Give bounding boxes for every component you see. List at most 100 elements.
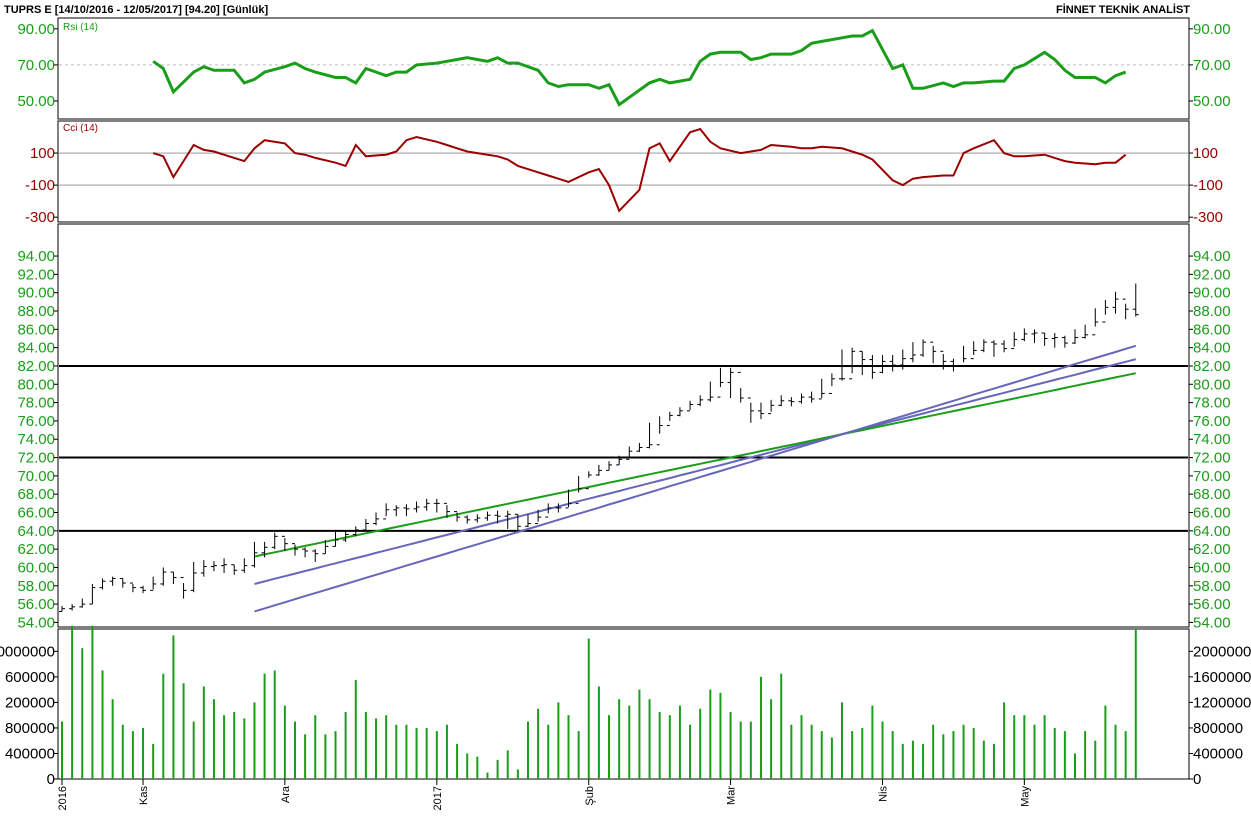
- price-ytick-left: 56.00: [17, 596, 55, 613]
- price-panel: [57, 223, 1190, 628]
- price-ytick-right: 64.00: [1193, 523, 1231, 540]
- volume-bar: [476, 756, 479, 779]
- ohlc-bar: [646, 422, 653, 449]
- ohlc-bar: [1051, 332, 1058, 348]
- ohlc-bar: [798, 393, 805, 404]
- volume-bar: [364, 711, 367, 779]
- volume-bar: [233, 711, 236, 779]
- cci-title: Cci (14): [63, 123, 98, 134]
- volume-ytick-right: 400000: [1193, 745, 1243, 762]
- volume-ytick-right: 1600000: [1193, 669, 1251, 686]
- volume-bar: [445, 724, 448, 779]
- volume-bar: [1053, 727, 1056, 779]
- ohlc-bar: [920, 339, 927, 357]
- volume-bar: [131, 731, 134, 779]
- volume-bar: [526, 721, 529, 779]
- volume-bar: [1033, 724, 1036, 779]
- price-ytick-left: 90.00: [17, 285, 55, 302]
- price-ytick-right: 58.00: [1193, 578, 1231, 595]
- volume-ytick-right: 2000000: [1193, 643, 1251, 660]
- price-ytick-right: 70.00: [1193, 468, 1231, 485]
- price-ytick-left: 84.00: [17, 340, 55, 357]
- volume-ytick-right: 800000: [1193, 720, 1243, 737]
- volume-bar: [618, 699, 621, 779]
- price-ytick-left: 62.00: [17, 541, 55, 558]
- volume-bar: [628, 705, 631, 779]
- x-tick-label: Mar: [726, 786, 738, 805]
- volume-bar: [689, 724, 692, 779]
- rsi-ytick-left: 90.00: [17, 21, 55, 38]
- volume-bar: [1094, 740, 1097, 779]
- ohlc-bar: [474, 514, 481, 523]
- ohlc-bar: [990, 340, 997, 357]
- ohlc-bar: [676, 407, 683, 417]
- volume-bar: [1063, 731, 1066, 779]
- ohlc-bar: [210, 561, 217, 572]
- volume-bar: [243, 718, 246, 779]
- ohlc-bar: [200, 560, 207, 577]
- ohlc-bar: [839, 349, 846, 381]
- ohlc-bar: [1021, 328, 1028, 342]
- volume-bar: [81, 648, 84, 779]
- ohlc-bar: [687, 400, 694, 412]
- ohlc-bar: [251, 541, 258, 568]
- volume-panel: [57, 628, 1190, 780]
- volume-bar: [952, 731, 955, 779]
- volume-bar: [1124, 731, 1127, 779]
- price-ytick-right: 78.00: [1193, 395, 1231, 412]
- price-ytick-right: 80.00: [1193, 376, 1231, 393]
- volume-bar: [61, 721, 63, 779]
- price-ytick-left: 66.00: [17, 505, 55, 522]
- axis-labels: 90.00 90.00 70.00 70.00 50.00 50.00 100 100 -100…: [0, 21, 1251, 811]
- volume-bar: [121, 724, 124, 779]
- volume-bar: [466, 753, 469, 779]
- ohlc-bar: [281, 535, 288, 551]
- price-ytick-right: 90.00: [1193, 285, 1231, 302]
- volume-bar: [152, 743, 155, 779]
- volume-bar: [506, 750, 509, 779]
- ohlc-bar: [170, 571, 177, 584]
- ohlc-bar: [332, 530, 339, 547]
- volume-bar: [719, 692, 722, 779]
- ohlc-bar: [403, 504, 410, 517]
- volume-bar: [678, 705, 681, 779]
- ohlc-bar: [818, 378, 825, 400]
- volume-bar: [212, 699, 215, 779]
- volume-bar: [861, 727, 864, 779]
- ohlc-bar: [849, 347, 856, 380]
- volume-bar: [851, 731, 854, 779]
- volume-bar: [587, 638, 590, 779]
- ohlc-bar: [950, 358, 957, 372]
- volume-bar: [344, 711, 347, 779]
- price-ytick-left: 54.00: [17, 614, 55, 631]
- ohlc-bar: [514, 513, 521, 531]
- ohlc-bar: [160, 567, 167, 586]
- volume-bar: [293, 721, 296, 779]
- ohlc-bar: [271, 532, 278, 550]
- ohlc-bar: [413, 501, 420, 513]
- price-ytick-right: 66.00: [1193, 505, 1231, 522]
- volume-bar: [516, 769, 519, 779]
- volume-bar: [537, 708, 540, 779]
- price-ytick-left: 82.00: [17, 358, 55, 375]
- ohlc-bar: [352, 526, 359, 537]
- ohlc-bar: [960, 345, 967, 367]
- volume-bar: [830, 737, 833, 779]
- ohlc-bar: [342, 530, 349, 542]
- price-ytick-right: 62.00: [1193, 541, 1231, 558]
- ohlc-bar: [1001, 340, 1008, 353]
- cci-ytick-right: -300: [1193, 209, 1223, 226]
- ohlc-bar: [433, 498, 440, 513]
- ohlc-bar: [302, 547, 309, 558]
- volume-bar: [202, 686, 205, 779]
- volume-bar: [820, 731, 823, 779]
- ohlc-bar: [535, 509, 542, 525]
- volume-bar: [1003, 702, 1006, 779]
- ohlc-bar: [788, 397, 795, 407]
- ohlc-bar: [1122, 298, 1129, 320]
- volume-ytick-left: 0000000: [0, 643, 55, 660]
- volume-bar: [1043, 715, 1046, 779]
- ohlc-bar: [606, 461, 613, 471]
- price-ytick-left: 80.00: [17, 376, 55, 393]
